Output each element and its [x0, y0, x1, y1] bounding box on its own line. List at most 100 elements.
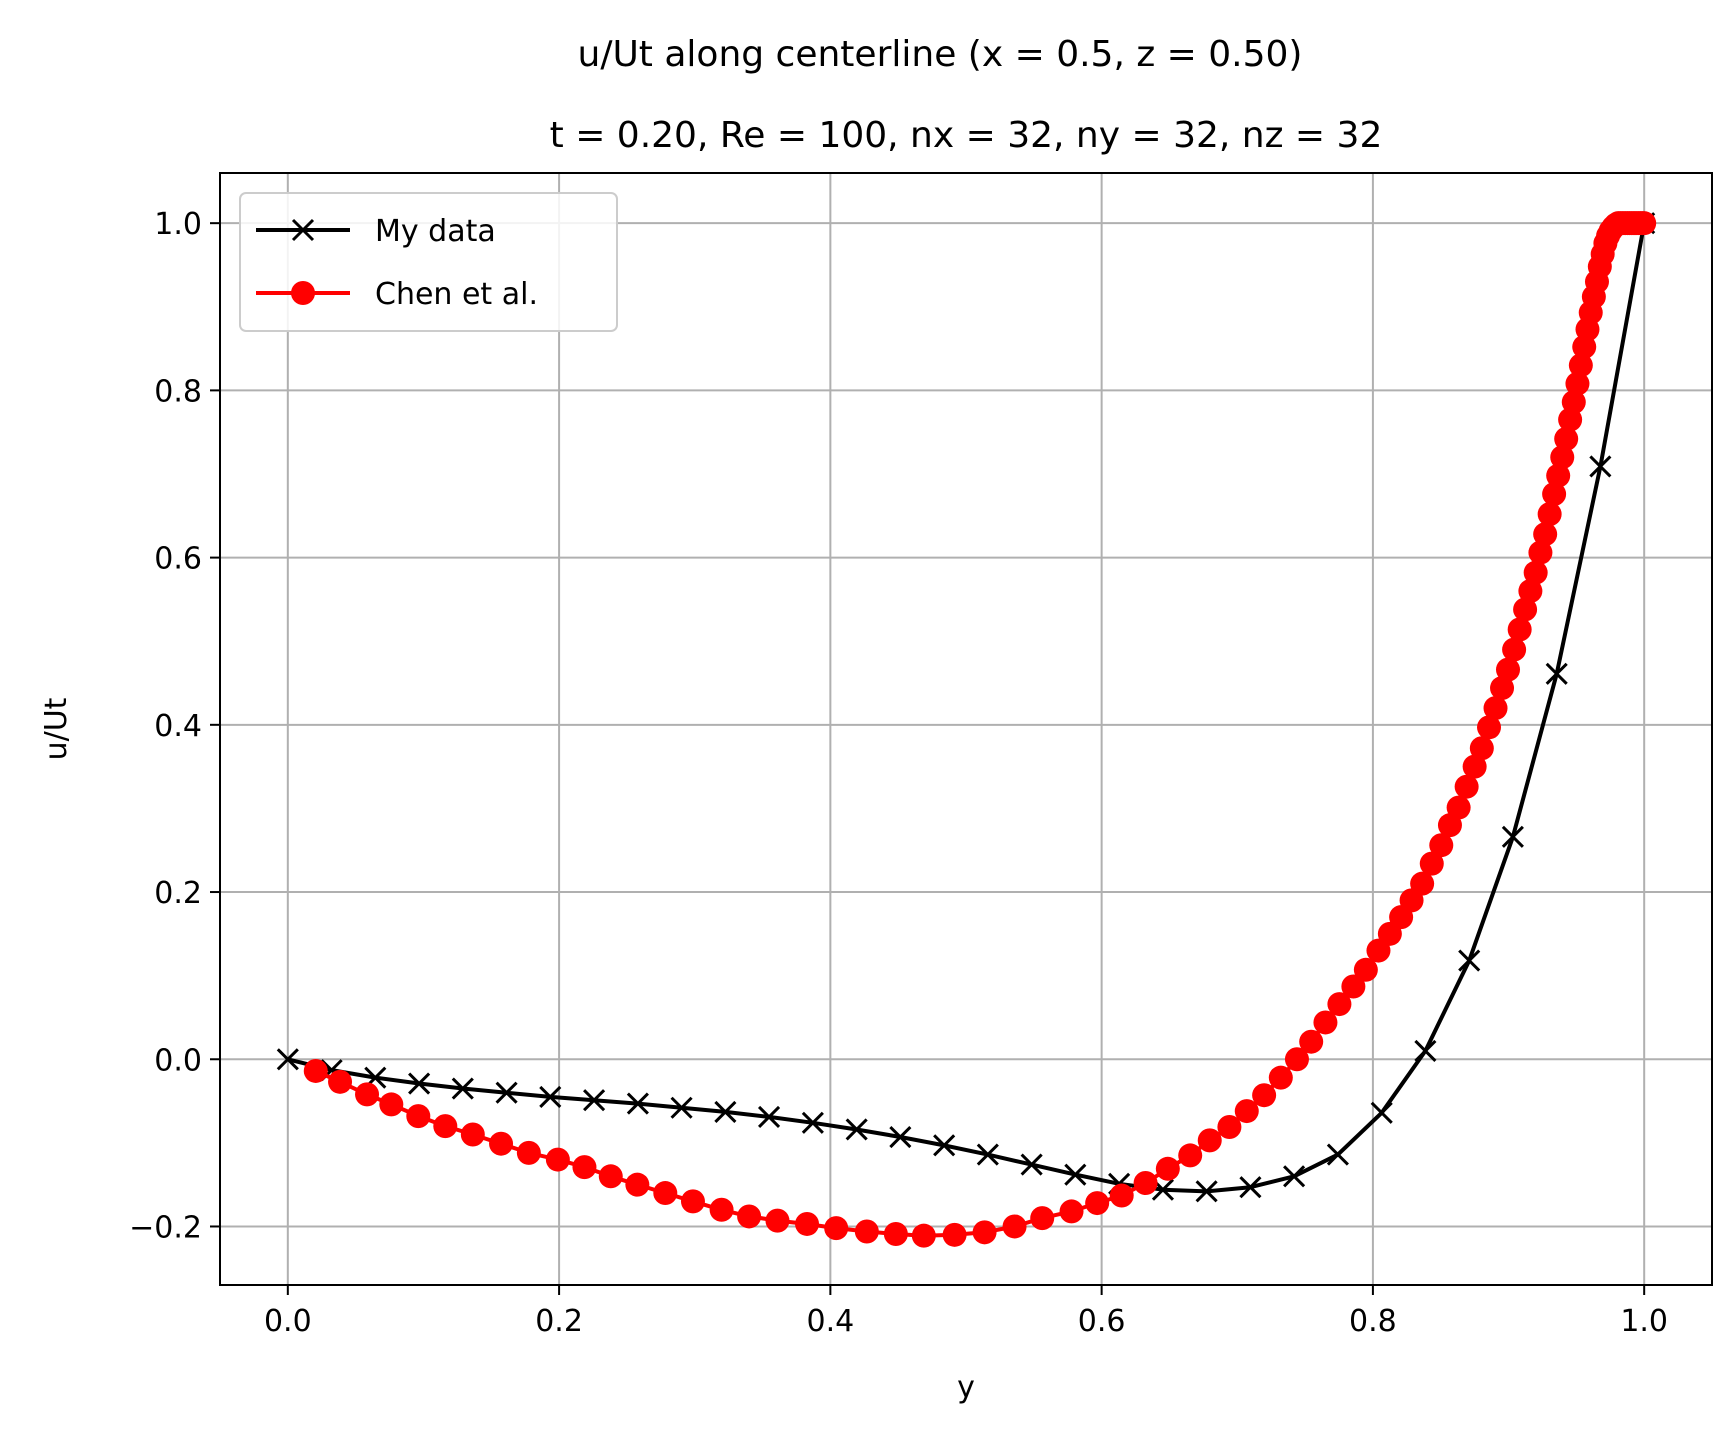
data-point-chen: [1454, 774, 1479, 799]
data-point-chen: [1565, 371, 1590, 396]
data-point-chen: [942, 1222, 967, 1247]
data-point-chen: [709, 1197, 734, 1222]
data-point-chen: [1490, 676, 1515, 701]
y-tick-label: 0.2: [154, 876, 202, 911]
data-point-my-data: [626, 1092, 649, 1115]
data-point-my-data: [1370, 1101, 1393, 1124]
data-point-chen: [1469, 736, 1494, 761]
data-point-chen: [1477, 715, 1502, 740]
legend-label-chen: Chen et al.: [375, 277, 538, 312]
y-tick-label: −0.2: [129, 1210, 202, 1245]
data-point-my-data: [1239, 1176, 1262, 1199]
x-tick-label: 1.0: [1620, 1304, 1668, 1339]
data-point-chen: [1554, 426, 1579, 451]
data-point-my-data: [1064, 1163, 1087, 1186]
chart-subtitle: t = 0.20, Re = 100, nx = 32, ny = 32, nz…: [550, 115, 1383, 156]
y-tick-label: 0.8: [154, 374, 202, 409]
data-point-chen: [911, 1223, 936, 1248]
data-point-chen: [795, 1211, 820, 1236]
data-point-my-data: [1545, 662, 1568, 685]
x-tick-label: 0.0: [264, 1304, 312, 1339]
data-point-chen: [460, 1122, 485, 1147]
x-tick-label: 0.4: [807, 1304, 855, 1339]
data-point-chen: [1502, 637, 1527, 662]
data-point-chen: [406, 1104, 431, 1129]
data-point-chen: [545, 1147, 570, 1172]
data-point-chen: [1518, 579, 1543, 604]
y-tick-label: 1.0: [154, 207, 202, 242]
data-point-my-data: [889, 1125, 912, 1149]
data-point-chen: [1109, 1183, 1134, 1208]
series-layer: [276, 211, 1657, 1248]
data-point-my-data: [976, 1143, 999, 1166]
data-point-my-data: [539, 1085, 562, 1108]
data-point-chen: [1284, 1047, 1309, 1072]
data-point-chen: [1528, 540, 1553, 565]
data-point-chen: [1002, 1214, 1027, 1239]
data-point-chen: [379, 1092, 404, 1117]
data-point-chen: [516, 1140, 541, 1165]
data-point-my-data: [276, 1048, 299, 1071]
data-point-my-data: [1326, 1143, 1349, 1166]
data-point-my-data: [845, 1118, 868, 1141]
plot-frame: [219, 172, 1713, 1286]
x-axis-label: y: [957, 1370, 975, 1405]
ticks: 0.0 0.2 0.4 0.6 0.8 1.0 −0.2 0.0 0.2 0.4 0.6 0.8 1.0: [129, 207, 1668, 1339]
data-point-chen: [824, 1216, 849, 1241]
data-point-my-data: [495, 1081, 518, 1104]
x-tick-label: 0.8: [1349, 1304, 1397, 1339]
y-tick-label: 0.0: [154, 1043, 202, 1078]
data-point-my-data: [670, 1096, 693, 1119]
chart-title: u/Ut along centerline (x = 0.5, z = 0.50…: [578, 34, 1303, 75]
data-point-my-data: [583, 1089, 606, 1112]
data-point-my-data: [451, 1077, 474, 1100]
data-point-chen: [1341, 974, 1366, 999]
data-point-chen: [1085, 1191, 1110, 1216]
legend-label-my-data: My data: [375, 214, 496, 249]
data-point-chen: [854, 1219, 879, 1244]
data-point-chen: [1513, 597, 1538, 622]
data-point-chen: [765, 1208, 790, 1233]
data-point-my-data: [801, 1111, 824, 1134]
data-point-chen: [1410, 871, 1435, 896]
data-point-my-data: [933, 1134, 956, 1157]
data-point-chen: [1234, 1099, 1259, 1124]
data-point-chen: [1496, 657, 1521, 682]
x-tick-label: 0.6: [1078, 1304, 1126, 1339]
data-point-chen: [1252, 1083, 1277, 1108]
data-point-chen: [1217, 1114, 1242, 1139]
y-tick-label: 0.6: [154, 542, 202, 577]
data-point-chen: [1366, 938, 1391, 963]
data-point-my-data: [1414, 1039, 1437, 1062]
data-point-chen: [303, 1058, 328, 1083]
data-point-chen: [1197, 1128, 1222, 1153]
data-point-chen: [1178, 1143, 1203, 1168]
data-point-my-data: [1589, 455, 1612, 478]
data-point-chen: [433, 1114, 458, 1139]
data-point-chen: [1059, 1199, 1084, 1224]
data-point-chen: [489, 1131, 514, 1156]
data-point-my-data: [757, 1105, 781, 1129]
data-point-chen: [1030, 1206, 1055, 1231]
data-point-chen: [1546, 463, 1571, 488]
data-point-my-data: [1458, 949, 1481, 972]
data-point-chen: [1155, 1156, 1180, 1181]
data-point-chen: [1446, 795, 1471, 820]
legend: My data Chen et al.: [239, 192, 618, 332]
data-point-my-data: [1020, 1153, 1043, 1176]
data-point-chen: [1533, 522, 1558, 547]
data-point-my-data: [1195, 1180, 1218, 1203]
data-point-chen: [1133, 1170, 1158, 1195]
data-point-chen: [680, 1189, 705, 1214]
data-point-chen: [625, 1172, 650, 1197]
data-point-chen: [1483, 696, 1508, 721]
series-line-my-data: [287, 222, 1647, 1194]
data-point-chen: [328, 1069, 353, 1094]
y-tick-label: 0.4: [154, 709, 202, 744]
data-point-chen: [1561, 390, 1586, 415]
data-point-chen: [598, 1164, 623, 1189]
data-point-chen: [1550, 445, 1575, 470]
data-point-chen: [653, 1181, 678, 1206]
